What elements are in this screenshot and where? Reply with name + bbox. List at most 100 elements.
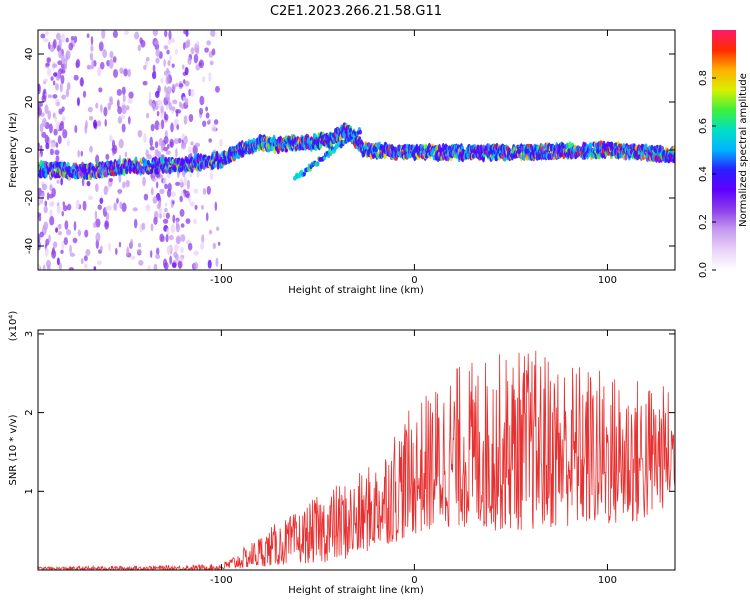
figure-title: C2E1.2023.266.21.58.G11 — [270, 4, 442, 19]
noise-blob — [86, 180, 91, 187]
noise-blob — [82, 90, 87, 98]
noise-blob — [113, 202, 118, 211]
noise-blob — [208, 229, 213, 235]
noise-blob — [160, 77, 164, 84]
noise-blob — [152, 30, 158, 37]
noise-blob — [122, 181, 126, 189]
noise-blob — [56, 204, 61, 214]
noise-blob — [53, 72, 58, 77]
x-tick-label: -100 — [210, 275, 233, 286]
noise-blob — [180, 234, 186, 242]
noise-blob — [146, 153, 152, 160]
noise-blob — [162, 212, 166, 218]
noise-blob — [46, 57, 51, 64]
noise-blob — [53, 128, 58, 136]
noise-blob — [153, 263, 158, 270]
noise-blob — [175, 148, 178, 158]
noise-blob — [128, 91, 134, 99]
noise-blob — [163, 177, 167, 186]
noise-blob — [166, 143, 170, 150]
noise-blob — [159, 213, 162, 219]
noise-blob — [193, 188, 199, 194]
noise-blob — [149, 146, 155, 151]
noise-blob — [70, 36, 75, 41]
spectrogram-ticks: -100 0 100 -40 -20 0 20 40 — [24, 30, 675, 286]
noise-blob — [112, 56, 117, 63]
noise-blob — [200, 204, 204, 210]
noise-blob — [184, 66, 189, 76]
noise-blob — [157, 85, 161, 94]
noise-blob — [52, 94, 58, 99]
noise-blob — [65, 37, 69, 43]
noise-blob — [157, 99, 163, 109]
noise-blob — [166, 86, 172, 95]
noise-blob — [89, 52, 94, 61]
noise-blob — [108, 242, 111, 252]
noise-blob — [108, 58, 114, 69]
noise-blob — [159, 233, 165, 243]
noise-blob — [61, 115, 66, 122]
y-tick-label: 20 — [24, 96, 35, 109]
noise-blob — [38, 106, 42, 116]
noise-blob — [192, 144, 198, 155]
noise-blob — [93, 222, 97, 229]
noise-blob — [44, 104, 49, 115]
noise-blob — [180, 142, 187, 150]
noise-blob — [61, 94, 67, 100]
noise-blob — [74, 35, 78, 43]
noise-blob — [90, 45, 94, 52]
noise-blob — [109, 134, 113, 142]
x-tick-label: 0 — [411, 275, 417, 286]
noise-blob — [41, 131, 47, 139]
noise-blob — [95, 232, 101, 243]
noise-blob — [64, 220, 69, 230]
noise-blob — [52, 63, 58, 68]
noise-blob — [202, 187, 207, 195]
noise-blob — [117, 99, 120, 109]
noise-blob — [187, 242, 193, 251]
noise-blob — [49, 215, 55, 226]
noise-blob — [61, 240, 65, 250]
noise-blob — [151, 177, 157, 182]
noise-blob — [150, 123, 155, 132]
ridge-blob — [654, 154, 659, 163]
noise-blob — [178, 101, 182, 108]
noise-blob — [167, 39, 172, 45]
noise-blob — [93, 119, 98, 129]
noise-blob — [49, 209, 53, 217]
noise-blob — [154, 40, 159, 46]
noise-blob — [175, 48, 178, 55]
noise-blob — [76, 97, 80, 107]
noise-blob — [164, 30, 168, 38]
noise-blob — [193, 262, 199, 270]
noise-blob — [184, 80, 190, 87]
noise-blob — [206, 40, 211, 46]
noise-blob — [170, 122, 174, 133]
noise-blob — [48, 41, 51, 50]
noise-blob — [38, 240, 41, 251]
noise-blob — [155, 181, 159, 189]
noise-blob — [212, 242, 217, 250]
snr-line — [38, 350, 675, 570]
noise-blob — [130, 238, 134, 249]
noise-blob — [158, 199, 162, 207]
noise-blob — [166, 227, 170, 236]
colorbar-tick-label: 0.8 — [698, 70, 709, 86]
noise-blob — [145, 56, 150, 62]
noise-blob — [86, 64, 91, 70]
noise-blob — [116, 88, 122, 96]
noise-blob — [114, 247, 118, 256]
noise-blob — [169, 244, 172, 252]
noise-blob — [89, 145, 93, 153]
noise-blob — [169, 138, 175, 149]
noise-blob — [149, 136, 154, 147]
noise-blob — [208, 72, 212, 82]
noise-blob — [47, 94, 52, 99]
noise-blob — [56, 179, 60, 184]
noise-blob — [179, 195, 183, 203]
noise-blob — [121, 86, 126, 95]
noise-blob — [56, 257, 60, 266]
snr-ylabel: SNR (10 * v/v) — [8, 414, 19, 485]
noise-blob — [45, 142, 50, 150]
noise-blob — [154, 90, 160, 99]
